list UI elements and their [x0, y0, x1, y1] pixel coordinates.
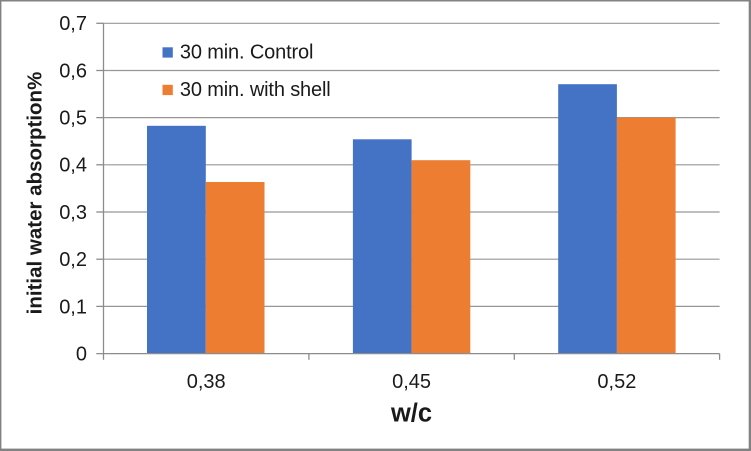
svg-text:0,6: 0,6: [59, 60, 87, 82]
svg-text:30 min. with shell: 30 min. with shell: [180, 79, 331, 101]
svg-text:0,7: 0,7: [59, 13, 87, 35]
svg-text:0,5: 0,5: [59, 108, 87, 130]
svg-text:0: 0: [76, 344, 87, 366]
svg-text:0,4: 0,4: [59, 155, 87, 177]
svg-text:0,52: 0,52: [597, 371, 636, 393]
svg-text:0,45: 0,45: [392, 371, 431, 393]
svg-text:0,3: 0,3: [59, 202, 87, 224]
svg-text:w/c: w/c: [390, 399, 432, 427]
svg-text:initial water absorption%: initial water absorption%: [23, 72, 46, 315]
svg-text:0,38: 0,38: [187, 371, 226, 393]
svg-text:0,1: 0,1: [59, 296, 87, 318]
svg-text:30 min. Control: 30 min. Control: [180, 42, 313, 64]
svg-text:0,2: 0,2: [59, 249, 87, 271]
